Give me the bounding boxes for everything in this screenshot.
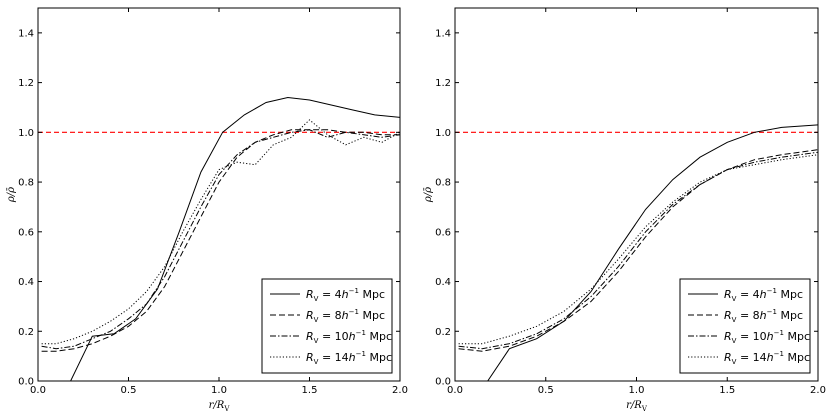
x-axis-label: r/RV [626, 400, 648, 413]
y-tick-label: 1.0 [435, 128, 451, 139]
chart-panel-right: 0.0 0.5 1.0 1.5 2.0 0.0 0.2 0.4 0.6 0.8 1.0 1.2 1.4 r… [423, 7, 826, 413]
legend: RV = 4h−1 Mpc RV = 8h−1 Mpc RV = 10h−1 Mpc… [679, 278, 811, 374]
legend-label: RV = 14h−1 Mpc [724, 350, 810, 366]
series-line-dotted [458, 154, 818, 345]
x-tick-label: 0.5 [538, 385, 554, 396]
series-line-dashed [458, 149, 818, 352]
y-tick-label: 0.2 [18, 327, 34, 338]
x-tick-label: 0.5 [121, 385, 137, 396]
y-tick-label: 0.4 [18, 277, 34, 288]
legend: RV = 4h−1 Mpc RV = 8h−1 Mpc RV = 10h−1 Mpc… [261, 278, 393, 374]
y-tick-label: 0.6 [18, 227, 34, 238]
y-tick-label: 1.2 [18, 78, 34, 89]
series-line-solid [487, 124, 818, 381]
x-tick-label: 2.0 [810, 385, 826, 396]
y-tick-label: 1.2 [435, 78, 451, 89]
legend-label: RV = 8h−1 Mpc [306, 308, 385, 324]
series-line-dotted [41, 119, 400, 345]
chart-panel-left: 0.0 0.5 1.0 1.5 2.0 0.0 0.2 0.4 0.6 0.8 1.0 1.2 1.4 r… [6, 7, 408, 413]
x-tick-label: 0.0 [30, 385, 46, 396]
series-line-dashdot [41, 129, 400, 350]
y-tick-label: 0.0 [435, 377, 451, 388]
legend-label: RV = 10h−1 Mpc [724, 329, 810, 345]
y-axis-label: ρ/ρ̄ [423, 187, 434, 203]
y-tick-label: 1.4 [18, 28, 34, 39]
x-tick-label: 0.0 [447, 385, 463, 396]
y-tick-label: 1.0 [18, 128, 34, 139]
legend-label: RV = 14h−1 Mpc [306, 350, 392, 366]
y-tick-label: 1.4 [435, 28, 451, 39]
series-line-dashdot [458, 151, 818, 350]
x-tick-label: 1.0 [211, 385, 227, 396]
y-axis-label: ρ/ρ̄ [6, 187, 17, 203]
y-tick-label: 0.2 [435, 327, 451, 338]
y-tick-label: 0.0 [18, 377, 34, 388]
series-line-solid [70, 96, 400, 381]
x-axis-label: r/RV [209, 400, 231, 413]
series-line-dashed [41, 129, 400, 352]
legend-label: RV = 8h−1 Mpc [724, 308, 803, 324]
x-tick-label: 2.0 [392, 385, 408, 396]
legend-label: RV = 4h−1 Mpc [306, 287, 385, 303]
x-tick-label: 1.5 [719, 385, 735, 396]
y-tick-label: 0.8 [435, 178, 451, 189]
x-tick-label: 1.5 [302, 385, 318, 396]
y-tick-label: 0.6 [435, 227, 451, 238]
legend-label: RV = 4h−1 Mpc [724, 287, 803, 303]
legend-label: RV = 10h−1 Mpc [306, 329, 392, 345]
y-tick-label: 0.4 [435, 277, 451, 288]
y-tick-label: 0.8 [18, 178, 34, 189]
x-tick-label: 1.0 [629, 385, 645, 396]
